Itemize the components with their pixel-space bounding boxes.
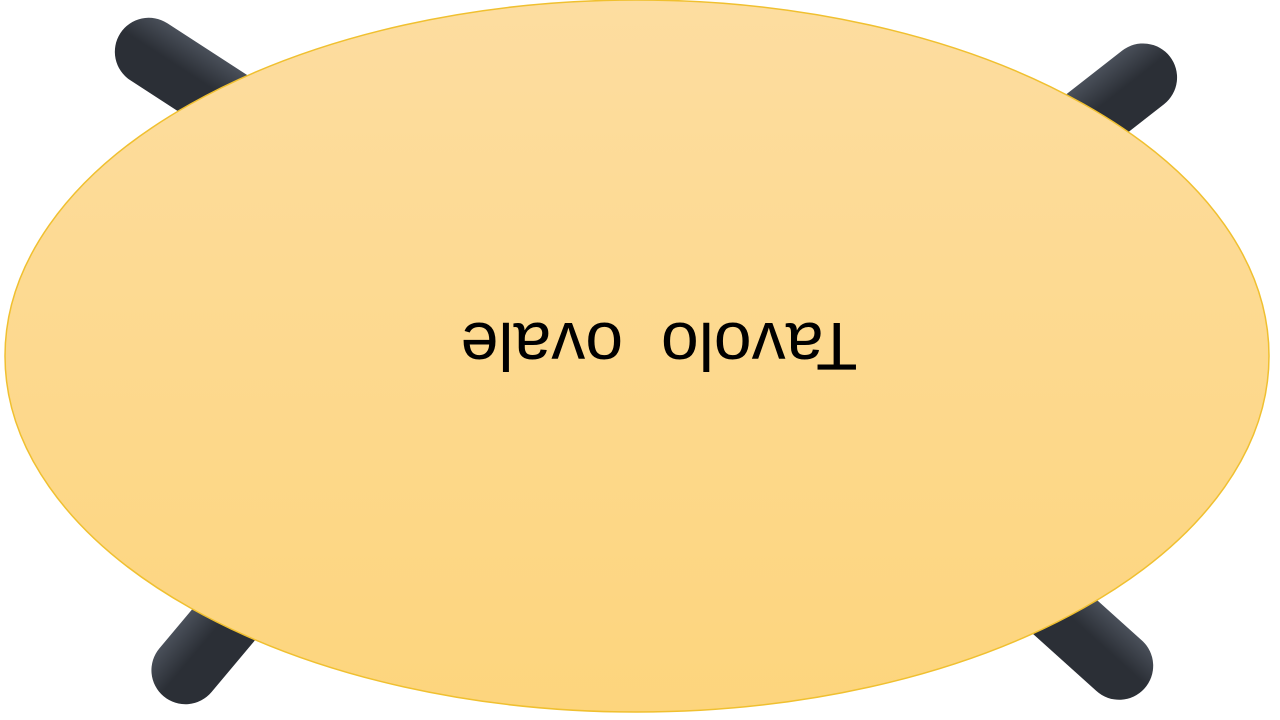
oval-tabletop	[4, 0, 1270, 713]
